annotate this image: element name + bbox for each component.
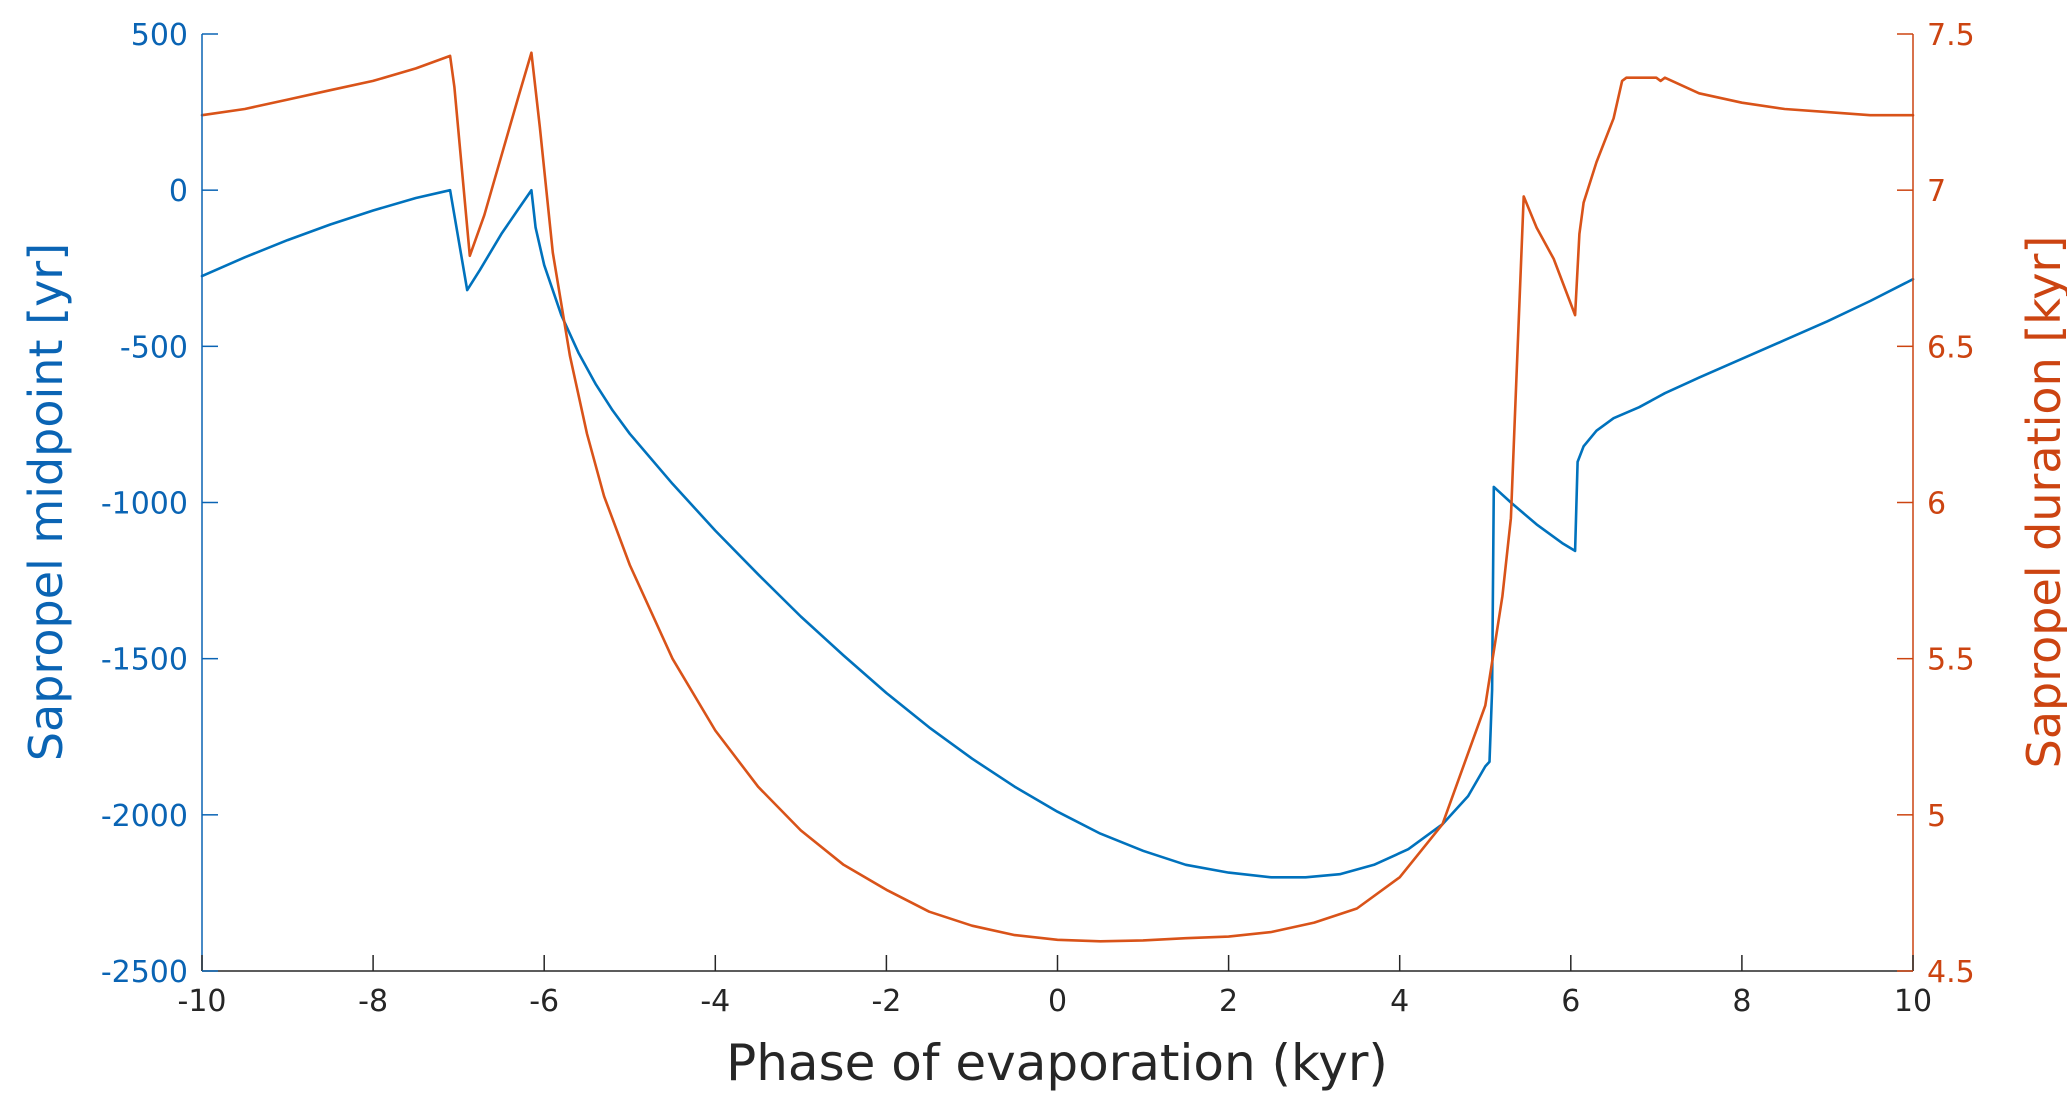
x-axis-label: Phase of evaporation (kyr) [726,1034,1388,1092]
x-tick-label: -10 [178,984,227,1019]
y-tick-label-right: 6.5 [1927,330,1975,365]
y-tick-label-right: 7 [1927,174,1946,209]
plot-area [202,34,1913,971]
x-tick-label: 4 [1390,984,1409,1019]
y-tick-label-right: 4.5 [1927,955,1975,990]
y-tick-label-left: 0 [169,174,188,209]
y-tick-label-left: -1000 [101,487,188,522]
y-tick-label-left: 500 [131,18,188,53]
series-layer [200,51,1915,943]
y-axis-label-right: Sapropel duration [kyr] [2017,236,2067,769]
series-line-duration [200,51,1915,943]
series-line-midpoint [200,188,1915,879]
y-tick-label-left: -2500 [101,955,188,990]
y-tick-label-right: 6 [1927,487,1946,522]
y-tick-label-right: 5.5 [1927,643,1975,678]
ticks-layer: -10 -8 -6 -4 -2 0 2 4 6 8 10 500 0 -500 -1000 -1500 -200… [101,18,1975,1019]
y-tick-label-right: 5 [1927,799,1946,834]
x-tick-label: 2 [1219,984,1238,1019]
y-tick-label-left: -2000 [101,799,188,834]
x-tick-label: -4 [700,984,730,1019]
x-tick-label: 10 [1894,984,1932,1019]
x-tick-label: 0 [1048,984,1067,1019]
x-tick-label: 6 [1561,984,1580,1019]
x-tick-label: -2 [871,984,901,1019]
y-axis-label-left: Sapropel midpoint [yr] [19,243,73,761]
x-tick-label: -8 [358,984,388,1019]
x-tick-label: 8 [1732,984,1751,1019]
y-tick-label-left: -1500 [101,643,188,678]
y-tick-label-left: -500 [120,330,188,365]
y-tick-label-right: 7.5 [1927,18,1975,53]
x-tick-label: -6 [529,984,559,1019]
